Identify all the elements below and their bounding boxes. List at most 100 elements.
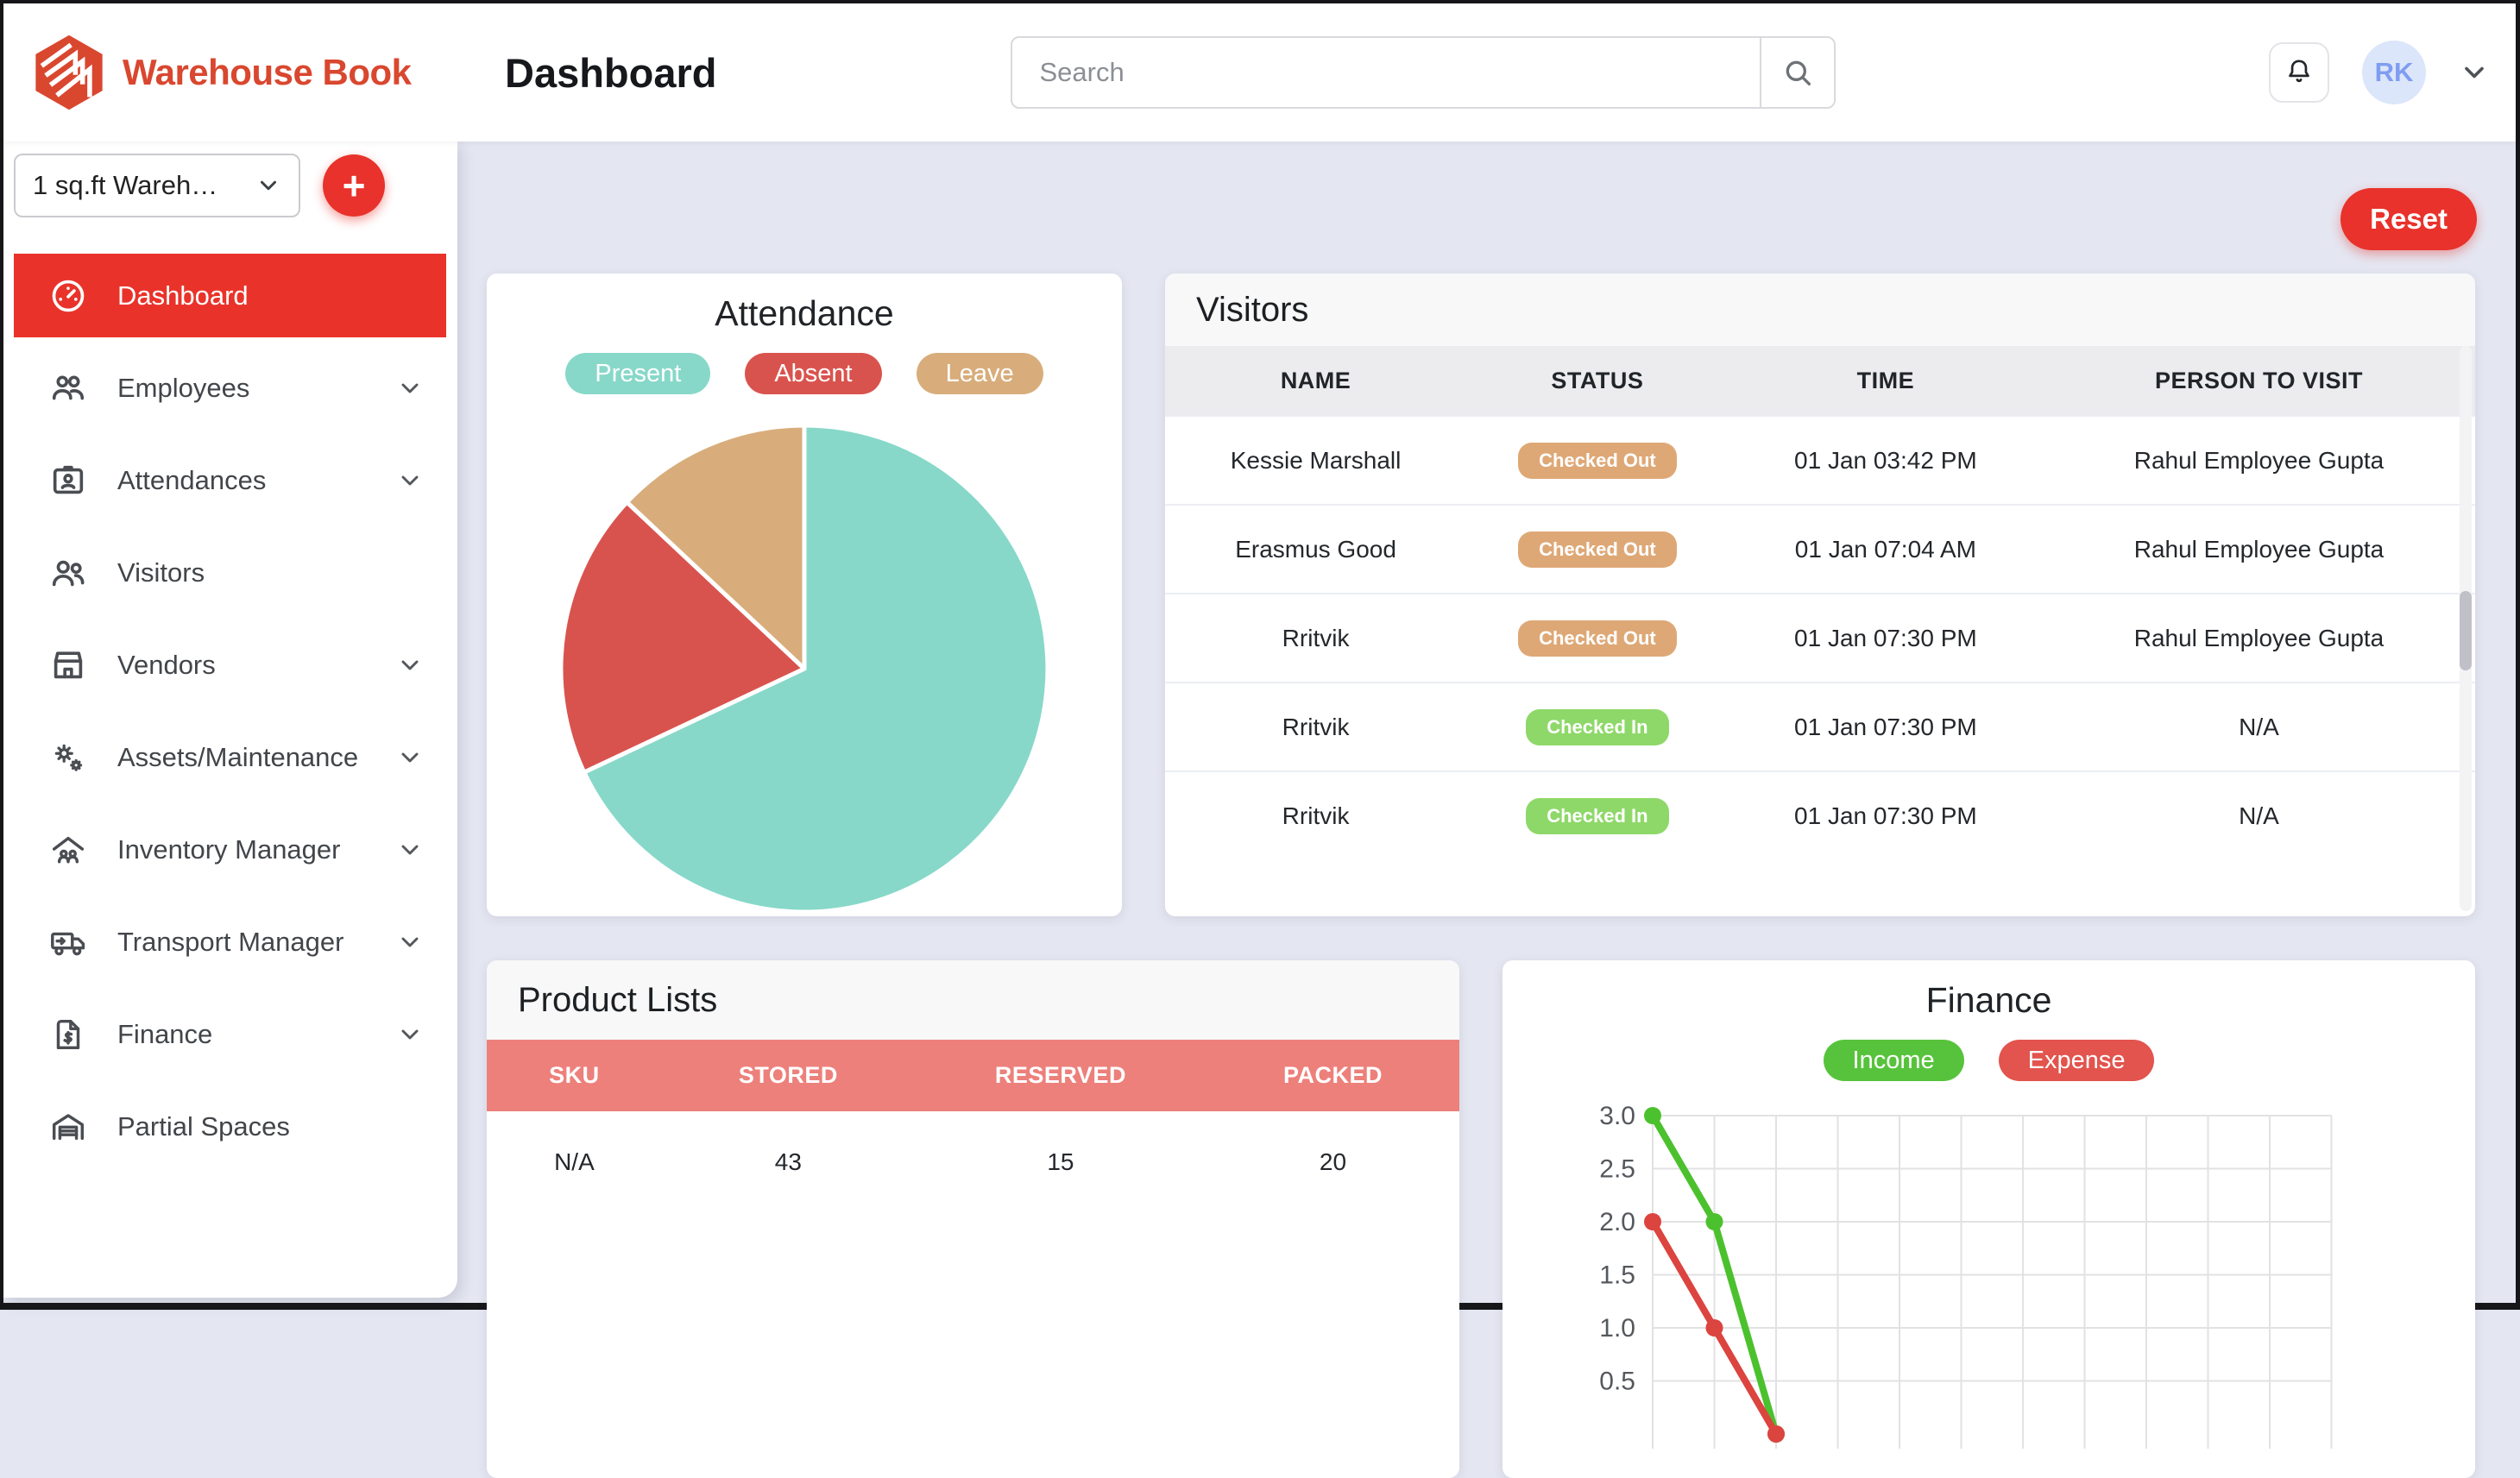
column-header-stored: STORED [738,1062,838,1088]
brand-logo[interactable]: Warehouse Book [3,33,457,112]
chevron-down-icon [396,744,424,771]
bell-icon [2284,57,2315,88]
column-header-name: NAME [1280,367,1351,393]
person-to-visit: Rahul Employee Gupta [2133,624,2385,651]
search-bar [1010,36,1836,109]
product-packed: 20 [1319,1148,1347,1175]
visitors-card: Visitors NAME STATUS TIME PERSON TO VISI… [1165,274,2475,916]
warehouse-select[interactable]: 1 sq.ft Wareh… [14,154,300,217]
attendance-card: Attendance Present Absent Leave [487,274,1122,916]
sidebar-item-label: Attendances [117,464,267,495]
app-header: Warehouse Book Dashboard RK [3,3,2516,142]
column-header-sku: SKU [549,1062,600,1088]
visitor-name: Erasmus Good [1235,535,1396,563]
finance-title: Finance [1925,980,2052,1020]
status-badge: Checked Out [1518,620,1677,657]
product-lists-card: Product Lists SKU STORED RESERVED PACKED… [487,960,1459,1478]
notifications-button[interactable] [2269,42,2329,103]
svg-text:2.5: 2.5 [1599,1155,1635,1184]
legend-expense-pill[interactable]: Expense [1998,1040,2155,1081]
status-badge: Checked Out [1518,531,1677,568]
table-row: Rritvik Checked In 01 Jan 07:30 PM N/A [1165,770,2475,859]
status-badge: Checked In [1526,708,1669,745]
finance-line-chart: 3.0 2.5 2.0 1.5 1.0 0.5 [1566,1104,2475,1449]
column-header-time: TIME [1856,367,1915,393]
sidebar-item-visitors[interactable]: Visitors [14,531,446,614]
table-row: Kessie Marshall Checked Out 01 Jan 03:42… [1165,415,2475,504]
visit-time: 01 Jan 07:30 PM [1794,624,1977,651]
truck-icon [48,922,88,962]
legend-present-pill[interactable]: Present [565,353,711,394]
product-reserved: 15 [1047,1148,1074,1175]
column-header-packed: PACKED [1282,1062,1383,1088]
sidebar-item-attendances[interactable]: Attendances [14,438,446,522]
sidebar-item-label: Visitors [117,557,205,588]
warehouse-box-logo-icon [29,33,109,112]
sidebar-item-finance[interactable]: Finance [14,992,446,1076]
legend-income-pill[interactable]: Income [1823,1040,1964,1081]
sidebar-item-employees[interactable]: Employees [14,346,446,430]
sidebar: 1 sq.ft Wareh… + Dashboard Employee [3,142,457,1298]
add-warehouse-button[interactable]: + [323,154,385,217]
legend-leave-pill[interactable]: Leave [916,353,1043,394]
sidebar-item-inventory-manager[interactable]: Inventory Manager [14,808,446,891]
brand-name: Warehouse Book [123,52,412,92]
sidebar-item-label: Inventory Manager [117,833,341,865]
sidebar-item-dashboard[interactable]: Dashboard [14,254,446,337]
search-input[interactable] [1011,38,1760,107]
product-stored: 43 [774,1148,802,1175]
status-badge: Checked In [1526,797,1669,834]
sidebar-item-label: Employees [117,372,250,403]
table-row: Rritvik Checked In 01 Jan 07:30 PM N/A [1165,682,2475,770]
sidebar-item-assets-maintenance[interactable]: Assets/Maintenance [14,715,446,799]
column-header-reserved: RESERVED [994,1062,1126,1088]
sidebar-item-label: Dashboard [117,280,249,311]
chevron-down-icon [396,928,424,956]
svg-text:1.5: 1.5 [1599,1261,1635,1290]
warehouse-select-value: 1 sq.ft Wareh… [33,170,218,200]
invoice-dollar-icon [48,1015,88,1054]
scrollbar-thumb[interactable] [2460,591,2472,670]
sidebar-item-label: Vendors [117,649,216,680]
chevron-down-icon [396,1021,424,1048]
warehouse-selector-row: 1 sq.ft Wareh… + [3,142,457,217]
column-header-status: STATUS [1551,367,1644,393]
person-to-visit: N/A [2239,802,2279,829]
search-icon [1780,55,1815,90]
legend-absent-pill[interactable]: Absent [745,353,882,394]
search-button[interactable] [1759,38,1834,107]
sidebar-item-transport-manager[interactable]: Transport Manager [14,900,446,984]
attendance-pie-chart [556,420,1053,916]
two-people-icon [48,553,88,593]
table-row: N/A 43 15 20 [487,1111,1459,1213]
visitor-name: Kessie Marshall [1230,446,1402,474]
page-title: Dashboard [505,49,717,96]
visit-time: 01 Jan 07:30 PM [1794,802,1977,829]
sidebar-item-partial-spaces[interactable]: Partial Spaces [14,1085,446,1168]
chevron-down-icon [396,836,424,864]
select-chevron-down-icon [255,173,281,198]
attendance-legend: Present Absent Leave [487,353,1122,394]
people-group-icon [48,368,88,408]
profile-chevron-down-icon[interactable] [2459,57,2490,88]
finance-legend: Income Expense [1503,1040,2475,1081]
product-sku: N/A [554,1148,595,1175]
chevron-down-icon [396,467,424,494]
svg-text:1.0: 1.0 [1599,1314,1635,1343]
sidebar-item-vendors[interactable]: Vendors [14,623,446,707]
finance-card: Finance Income Expense 3.0 2.5 2.0 1.5 1.0 0.… [1503,960,2475,1478]
visit-time: 01 Jan 03:42 PM [1794,446,1977,474]
visit-time: 01 Jan 07:04 AM [1794,535,1976,563]
reset-button[interactable]: Reset [2340,188,2477,250]
table-row: Rritvik Checked Out 01 Jan 07:30 PM Rahu… [1165,593,2475,682]
storefront-icon [48,645,88,685]
table-row: Erasmus Good Checked Out 01 Jan 07:04 AM… [1165,504,2475,593]
avatar[interactable]: RK [2362,41,2426,104]
person-to-visit: Rahul Employee Gupta [2133,446,2385,474]
gears-icon [48,738,88,777]
visitors-table-header: NAME STATUS TIME PERSON TO VISIT [1165,346,2475,415]
visitor-name: Rritvik [1282,713,1350,740]
visitor-name: Rritvik [1282,802,1350,829]
person-to-visit: Rahul Employee Gupta [2133,535,2385,563]
chevron-down-icon [396,374,424,402]
